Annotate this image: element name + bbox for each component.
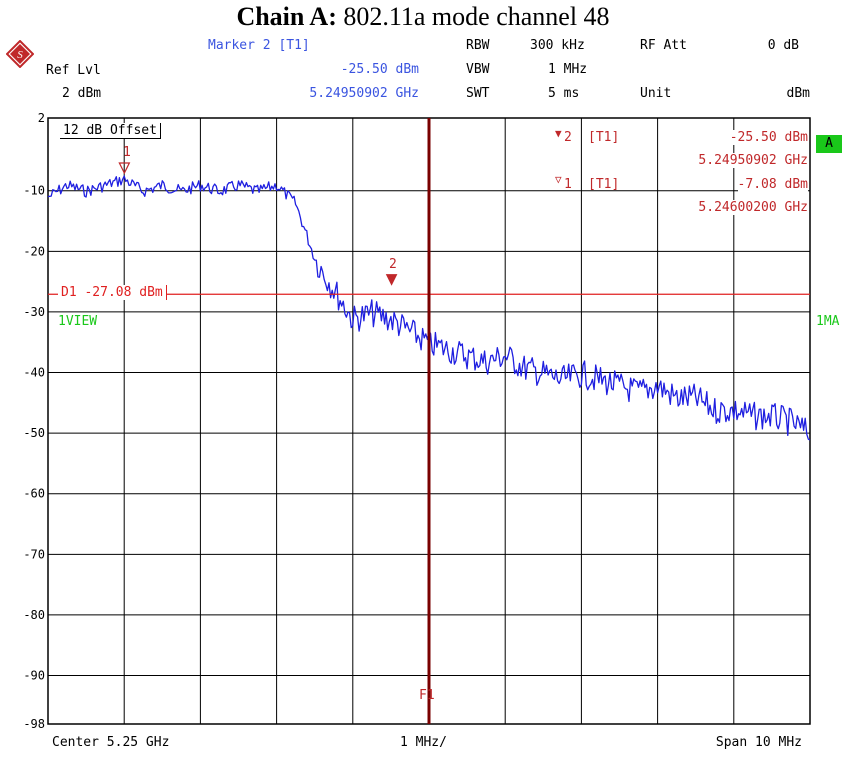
marker2-symbol-icon: ▼ — [555, 127, 562, 140]
marker2-level: -25.50 dBm — [729, 130, 808, 145]
rf-att-label: RF Att — [640, 38, 687, 53]
marker-level: -25.50 dBm — [340, 62, 419, 77]
marker1-tag: [T1] — [588, 177, 620, 192]
y-tick-label: 2 — [38, 111, 45, 125]
rf-att-value: 0 dB — [767, 38, 799, 53]
rbw-value: 300 kHz — [530, 38, 585, 53]
marker1-symbol-icon: ▽ — [555, 173, 562, 186]
y-tick-label: -40 — [23, 366, 45, 380]
rohde-schwarz-logo-icon: S — [5, 39, 35, 73]
swt-label: SWT — [466, 86, 490, 101]
marker1-id: 1 — [564, 177, 572, 192]
y-tick-label: -10 — [23, 184, 45, 198]
y-tick-label: -50 — [23, 426, 45, 440]
vbw-label: VBW — [466, 62, 490, 77]
svg-text:S: S — [17, 49, 23, 61]
marker2-id: 2 — [564, 130, 572, 145]
marker-label: Marker 2 [T1] — [208, 38, 310, 53]
y-tick-label: -60 — [23, 487, 45, 501]
y-tick-label: -70 — [23, 547, 45, 561]
marker1-triangle-icon — [118, 162, 131, 175]
chart-title-bold: Chain A: — [236, 2, 337, 31]
unit-value: dBm — [786, 86, 810, 101]
y-tick-label: -90 — [23, 669, 45, 683]
ref-level-label: Ref Lvl — [46, 63, 101, 78]
y-tick-label: -98 — [23, 717, 45, 731]
ref-level-value: 2 dBm — [62, 86, 102, 101]
y-tick-label: -20 — [23, 244, 45, 258]
y-tick-label: -80 — [23, 608, 45, 622]
marker1-frequency: 5.24600200 GHz — [698, 200, 808, 215]
chart-title-rest: 802.11a mode channel 48 — [336, 2, 610, 31]
overlay-layer — [48, 118, 810, 724]
vbw-value: 1 MHz — [548, 62, 588, 77]
marker-frequency: 5.24950902 GHz — [309, 86, 419, 101]
chart-title: Chain A: 802.11a mode channel 48 — [0, 2, 846, 32]
marker1-level: -7.08 dBm — [737, 177, 808, 192]
marker2-frequency: 5.24950902 GHz — [698, 153, 808, 168]
marker2-tag: [T1] — [588, 130, 620, 145]
swt-value: 5 ms — [548, 86, 580, 101]
y-tick-label: -30 — [23, 305, 45, 319]
span-label: Span 10 MHz — [715, 735, 802, 750]
center-frequency: Center 5.25 GHz — [52, 735, 170, 750]
unit-label: Unit — [640, 86, 672, 101]
division-label: 1 MHz/ — [400, 735, 447, 750]
y-tick-labels: 2 -10 -20 -30 -40 -50 -60 -70 -80 -90 -98 — [23, 111, 45, 731]
marker2-triangle-icon — [385, 274, 398, 286]
rbw-label: RBW — [466, 38, 490, 53]
